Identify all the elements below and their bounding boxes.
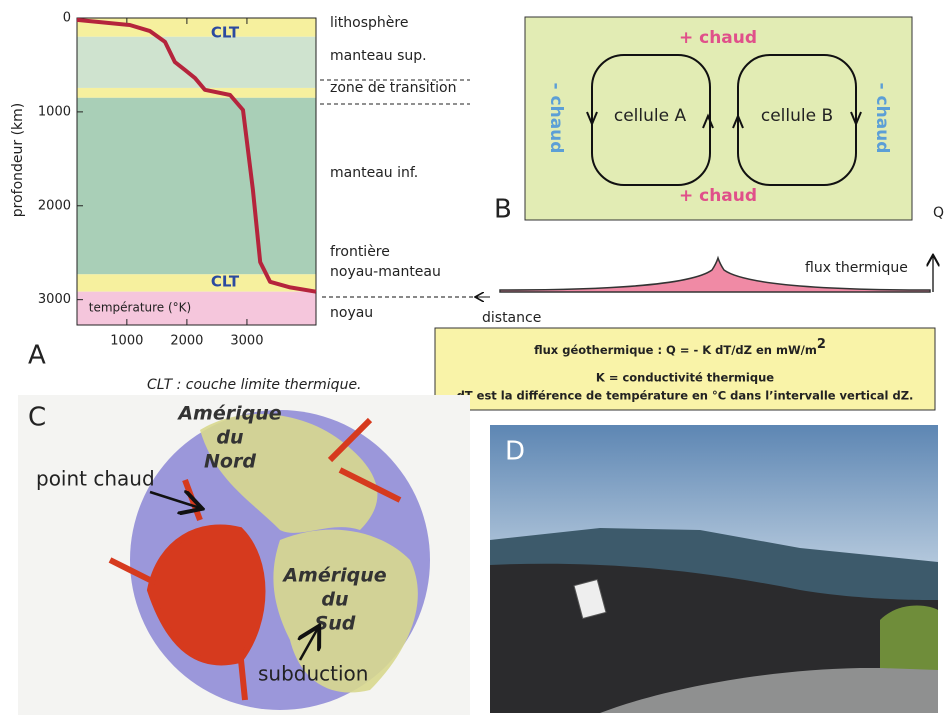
continent-label: Amérique <box>176 403 281 425</box>
formula-text: flux géothermique : Q = - K dT/dZ en mW/… <box>534 343 817 357</box>
formula-box: flux géothermique : Q = - K dT/dZ en mW/… <box>435 328 935 410</box>
continent-label: Nord <box>204 451 256 473</box>
hot-label: + chaud <box>679 28 757 48</box>
y-tick-label: 3000 <box>38 292 71 307</box>
clt-label: CLT <box>211 24 240 42</box>
x-tick-label: 2000 <box>170 334 203 349</box>
photo-bush <box>880 606 938 670</box>
panel-label: B <box>494 195 512 225</box>
continent-label: Amérique <box>281 565 386 587</box>
panel-label: A <box>28 341 46 371</box>
layer-label: frontière <box>330 244 390 260</box>
hotspot-label: point chaud <box>36 467 155 491</box>
layer-label: manteau sup. <box>330 48 427 64</box>
panel-c: C Amérique du Nord Amérique du Sud point… <box>18 395 470 715</box>
layer <box>77 88 316 98</box>
panel-label: D <box>505 437 525 467</box>
figure: profondeur (km) A CLT : couche limite th… <box>0 0 948 715</box>
layer-label: noyau-manteau <box>330 264 441 280</box>
layer-label: lithosphère <box>330 15 408 31</box>
layer <box>77 98 316 275</box>
layer-label: zone de transition <box>330 80 457 96</box>
q-label: Q <box>933 205 944 221</box>
hot-label: + chaud <box>679 186 757 206</box>
continent-label: Sud <box>315 613 356 635</box>
cell-label: cellule B <box>761 106 833 126</box>
layer-label: manteau inf. <box>330 165 418 181</box>
formula-line: dT est la différence de température en °… <box>457 389 914 403</box>
cold-label: - chaud <box>872 83 892 154</box>
panel-d: D <box>490 425 938 713</box>
x-axis-label: température (°K) <box>89 301 191 315</box>
caption: CLT : couche limite thermique. <box>147 377 362 393</box>
formula-sup: 2 <box>817 337 826 352</box>
distance-label: distance <box>482 310 541 326</box>
subduction-label: subduction <box>258 662 368 686</box>
y-tick-label: 0 <box>63 11 71 26</box>
continent-label: du <box>321 589 348 611</box>
layer <box>77 18 316 37</box>
y-tick-label: 1000 <box>38 104 71 119</box>
cell-label: cellule A <box>614 106 687 126</box>
x-tick-label: 3000 <box>230 334 263 349</box>
flux-label: flux thermique <box>805 260 908 276</box>
clt-label: CLT <box>211 273 240 291</box>
x-tick-label: 1000 <box>110 334 143 349</box>
cold-label: - chaud <box>546 83 566 154</box>
panel-label: C <box>28 403 46 433</box>
panel-a: profondeur (km) A CLT : couche limite th… <box>10 11 470 394</box>
layer-label: noyau <box>330 305 373 321</box>
y-axis-label: profondeur (km) <box>10 103 26 218</box>
y-tick-label: 2000 <box>38 198 71 213</box>
continent-label: du <box>216 427 243 449</box>
formula-line: K = conductivité thermique <box>596 371 774 385</box>
